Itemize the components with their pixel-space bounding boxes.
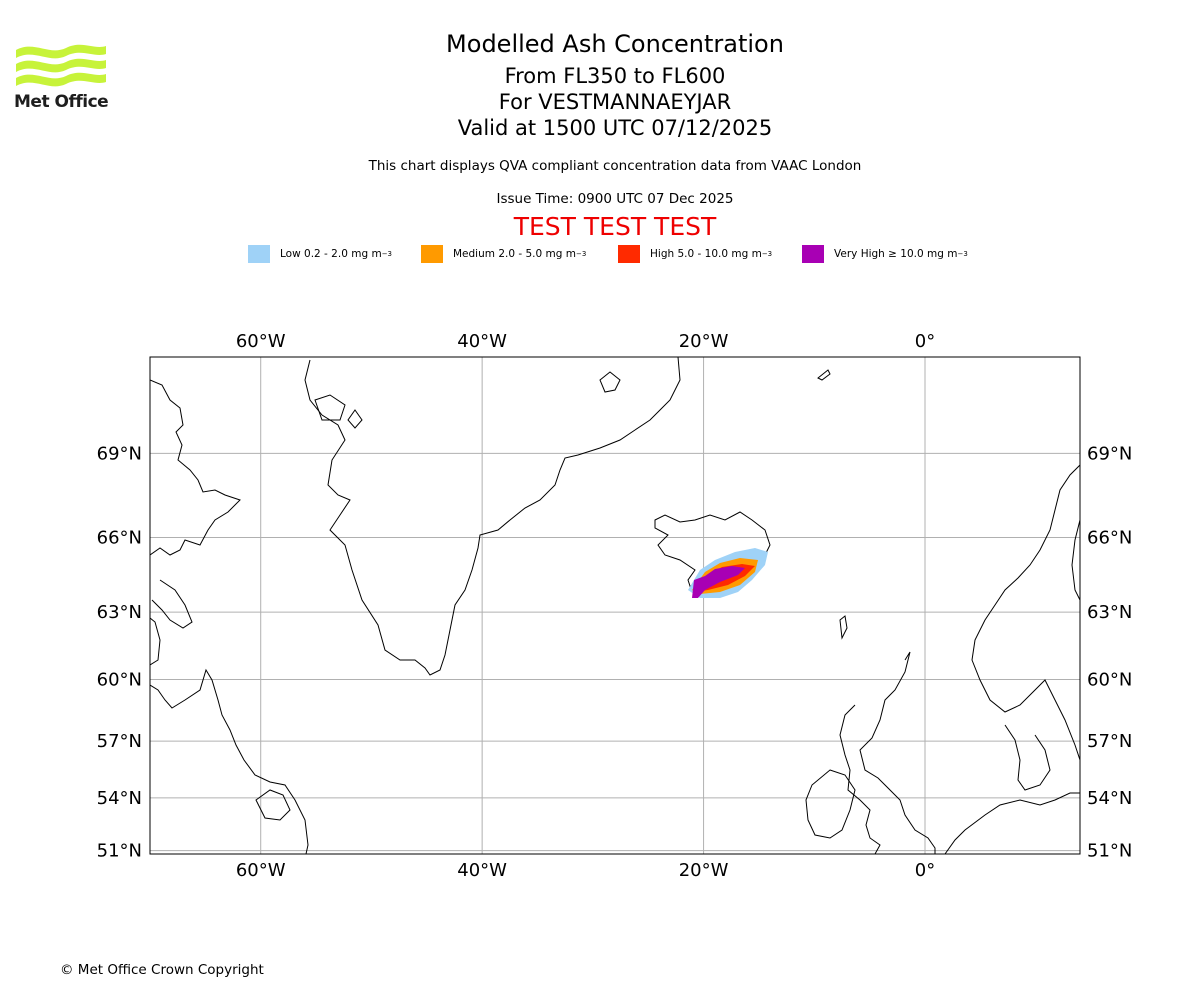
lon-ticks-bottom: 60°W 40°W 20°W 0° — [236, 860, 935, 881]
legend-swatch-very-high — [802, 245, 824, 263]
legend-label-very-high: Very High ≥ 10.0 mg m — [834, 248, 958, 260]
volcano-name: For VESTMANNAEYJAR — [498, 90, 732, 114]
lon-tick-label-top: 20°W — [679, 331, 729, 352]
legend-unit-exponent: −3 — [761, 250, 773, 258]
legend-label-low: Low 0.2 - 2.0 mg m — [280, 248, 382, 260]
lon-tick-label-bottom: 20°W — [679, 860, 729, 881]
coastline-greenland — [304, 357, 681, 676]
lat-ticks-right: 69°N 66°N 63°N 60°N 57°N 54°N 51°N — [1087, 443, 1132, 861]
legend-item-high: High 5.0 - 10.0 mg m −3 — [618, 244, 772, 264]
lat-ticks-left: 69°N 66°N 63°N 60°N 57°N 54°N 51°N — [97, 443, 142, 861]
lon-tick-label-bottom: 0° — [915, 860, 935, 881]
lat-tick-label-right: 63°N — [1087, 602, 1132, 623]
lon-tick-label-bottom: 40°W — [457, 860, 507, 881]
lon-tick-label-top: 0° — [915, 331, 935, 352]
lat-tick-label-right: 51°N — [1087, 841, 1132, 862]
lon-tick-label-bottom: 60°W — [236, 860, 286, 881]
valid-time: Valid at 1500 UTC 07/12/2025 — [457, 116, 773, 140]
issue-time: Issue Time: 0900 UTC 07 Dec 2025 — [496, 191, 734, 207]
flight-level-range: From FL350 to FL600 — [504, 64, 726, 88]
coastlines — [150, 357, 1080, 854]
legend-swatch-low — [248, 245, 270, 263]
lat-tick-label-left: 60°N — [97, 670, 142, 691]
coastline-newfoundland — [255, 789, 291, 821]
coastline-denmark — [1004, 724, 1051, 791]
map-gridlines — [150, 357, 1080, 854]
lon-ticks-top: 60°W 40°W 20°W 0° — [236, 331, 935, 352]
lat-tick-label-left: 69°N — [97, 443, 142, 464]
legend-swatch-high — [618, 245, 640, 263]
lat-tick-label-left: 51°N — [97, 841, 142, 862]
coastline-greenland-island — [314, 394, 346, 421]
lat-tick-label-right: 57°N — [1087, 731, 1132, 752]
ash-very-high — [692, 566, 745, 598]
coastline-ireland — [805, 769, 856, 839]
lon-tick-label-top: 60°W — [236, 331, 286, 352]
lon-tick-label-top: 40°W — [457, 331, 507, 352]
legend-item-very-high: Very High ≥ 10.0 mg m −3 — [802, 244, 968, 264]
coastline-baffin-inlet — [151, 579, 193, 629]
copyright: © Met Office Crown Copyright — [60, 962, 264, 978]
coastline-norway — [971, 464, 1080, 761]
lat-tick-label-right: 66°N — [1087, 527, 1132, 548]
legend-unit-exponent: −3 — [575, 250, 587, 258]
legend-label-medium: Medium 2.0 - 5.0 mg m — [453, 248, 576, 260]
coastline-baltic — [1071, 519, 1080, 601]
legend-item-low: Low 0.2 - 2.0 mg m −3 — [248, 244, 392, 264]
test-banner: TEST TEST TEST — [513, 212, 717, 241]
data-disclaimer: This chart displays QVA compliant concen… — [368, 158, 862, 174]
coastline-labrador-south — [150, 668, 309, 854]
lat-tick-label-left: 66°N — [97, 527, 142, 548]
coastline-britain-west — [839, 704, 881, 854]
coastline-labrador — [150, 617, 161, 666]
ash-plume — [688, 548, 768, 598]
lat-tick-label-right: 54°N — [1087, 788, 1132, 809]
legend-item-medium: Medium 2.0 - 5.0 mg m −3 — [421, 244, 586, 264]
lat-tick-label-right: 69°N — [1087, 443, 1132, 464]
legend-unit-exponent: −3 — [381, 250, 393, 258]
coastline-jan-mayen — [817, 369, 831, 381]
coastline-faroe — [839, 615, 848, 640]
coastline-greenland-north — [599, 371, 621, 393]
met-office-logo-text: Met Office — [14, 92, 109, 112]
lat-tick-label-left: 57°N — [97, 731, 142, 752]
coastline-baffin — [150, 379, 241, 556]
lat-tick-label-right: 60°N — [1087, 670, 1132, 691]
legend-swatch-medium — [421, 245, 443, 263]
map-frame — [149, 356, 1081, 855]
legend-unit-exponent: −3 — [957, 250, 968, 258]
coastline-greenland-fjord — [347, 409, 363, 429]
chart-title: Modelled Ash Concentration — [446, 30, 784, 58]
lat-tick-label-left: 54°N — [97, 788, 142, 809]
coastline-netherlands-germany — [944, 792, 1080, 854]
legend-label-high: High 5.0 - 10.0 mg m — [650, 248, 762, 260]
met-office-logo — [16, 44, 106, 87]
lat-tick-label-left: 63°N — [97, 602, 142, 623]
coastline-britain — [859, 651, 936, 854]
